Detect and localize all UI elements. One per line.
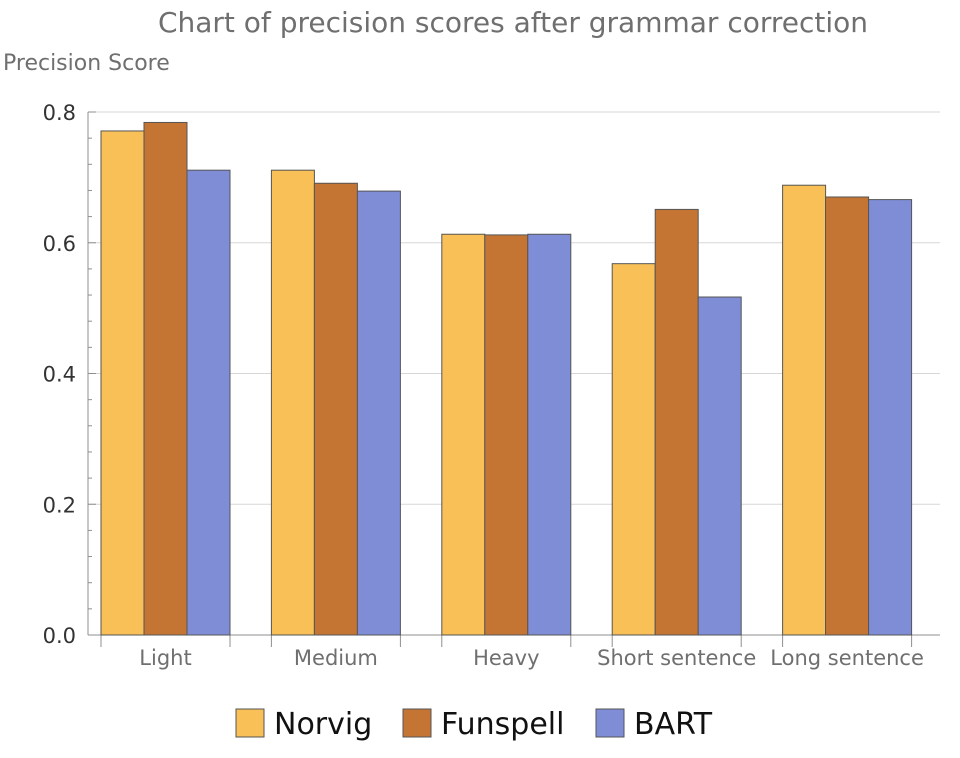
- x-category-label: Medium: [294, 646, 378, 670]
- legend-label: BART: [634, 707, 713, 742]
- bar: [527, 233, 572, 636]
- bar: [654, 208, 699, 636]
- bar: [270, 169, 315, 636]
- bar: [441, 233, 486, 636]
- legend-swatch: [235, 708, 265, 738]
- y-tick-label: 0.6: [43, 232, 76, 256]
- x-category-label: Long sentence: [770, 646, 924, 670]
- bar: [100, 130, 145, 636]
- y-axis-label: Precision Score: [3, 51, 170, 76]
- y-tick-label: 0.8: [43, 101, 76, 125]
- legend-layer: Norvig Funspell BART: [235, 707, 713, 742]
- bar: [611, 263, 656, 636]
- legend-label: Norvig: [274, 707, 372, 742]
- bar: [143, 121, 188, 636]
- bar: [868, 199, 913, 636]
- y-tick-label: 0.4: [43, 363, 76, 387]
- legend-swatch: [595, 708, 625, 738]
- x-category-label: Heavy: [473, 646, 539, 670]
- chart-title: Chart of precision scores after grammar …: [158, 6, 868, 39]
- bar: [484, 234, 529, 636]
- bar: [356, 190, 401, 636]
- bar: [825, 196, 870, 636]
- bar-layer: [100, 121, 913, 636]
- y-tick-label: 0.2: [43, 493, 76, 517]
- bar: [782, 184, 827, 636]
- y-tick-label: 0.0: [43, 624, 76, 648]
- bar: [313, 182, 358, 636]
- bar: [697, 296, 742, 636]
- legend-label: Funspell: [441, 707, 564, 742]
- bar: [186, 169, 231, 636]
- legend-swatch: [402, 708, 432, 738]
- x-category-label: Short sentence: [597, 646, 756, 670]
- label-layer: 0.0 0.2 0.4 0.6 0.8 Light Medium Heavy Short sen…: [43, 101, 924, 670]
- x-category-label: Light: [139, 646, 191, 670]
